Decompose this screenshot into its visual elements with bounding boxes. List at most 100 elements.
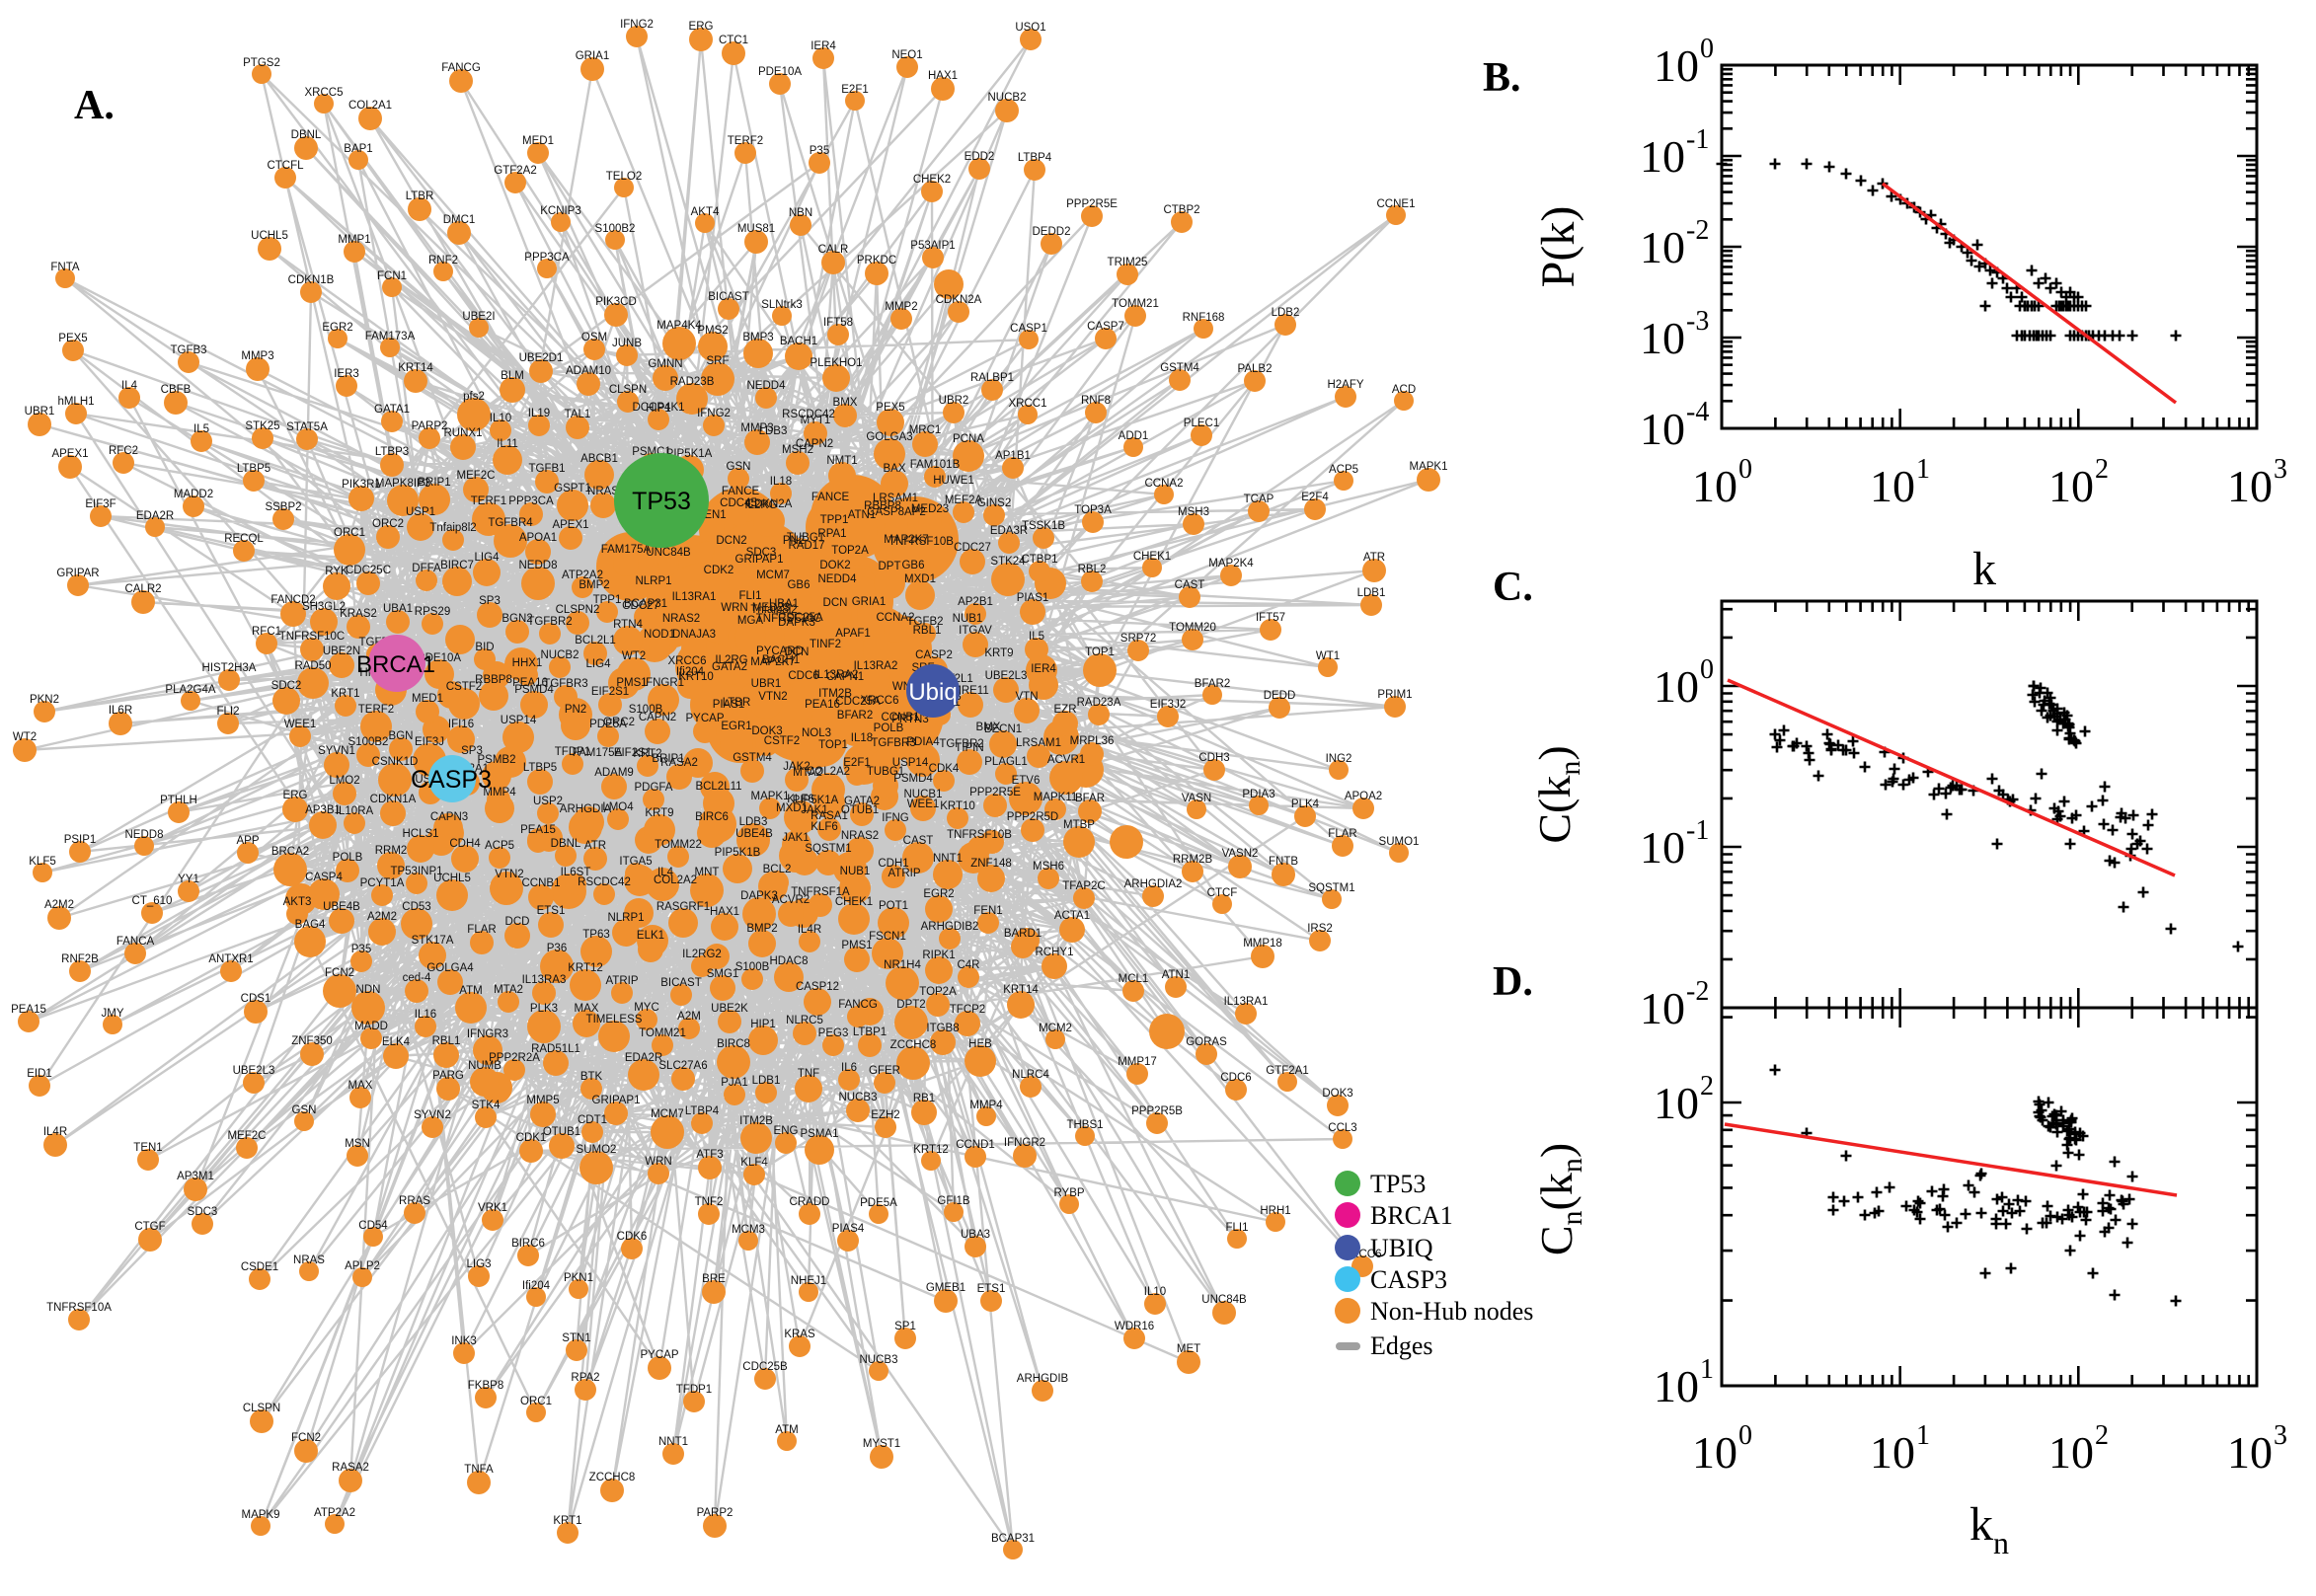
- svg-text:-1: -1: [1686, 815, 1709, 846]
- svg-text:BICAST: BICAST: [660, 977, 702, 989]
- svg-text:BACH1: BACH1: [780, 336, 817, 347]
- svg-text:MAPK11: MAPK11: [1034, 792, 1078, 803]
- svg-text:GMEB1: GMEB1: [926, 1282, 965, 1294]
- svg-text:DAPK3: DAPK3: [740, 890, 778, 902]
- svg-text:PYCAP: PYCAP: [641, 1349, 679, 1361]
- svg-text:MEF2C: MEF2C: [228, 1130, 267, 1142]
- svg-text:COL2A2: COL2A2: [654, 874, 697, 886]
- svg-text:IFT57: IFT57: [1256, 612, 1285, 624]
- svg-text:LIG3: LIG3: [467, 1258, 492, 1270]
- svg-text:DCD: DCD: [505, 916, 530, 928]
- svg-text:MMP17: MMP17: [1118, 1056, 1157, 1068]
- svg-text:UCHL5: UCHL5: [433, 873, 471, 884]
- svg-text:PLA2G4A: PLA2G4A: [165, 684, 215, 696]
- svg-text:MAP2K7: MAP2K7: [884, 534, 928, 546]
- svg-text:CCL3: CCL3: [1328, 1122, 1356, 1134]
- svg-text:BFAR: BFAR: [1075, 793, 1105, 804]
- svg-text:PDIA4: PDIA4: [906, 736, 940, 748]
- svg-text:TNFRSF10B: TNFRSF10B: [947, 829, 1012, 841]
- svg-text:NUB1: NUB1: [953, 613, 983, 625]
- svg-text:CDC25C: CDC25C: [346, 565, 391, 576]
- svg-text:NRAS2: NRAS2: [841, 830, 879, 842]
- svg-text:PCNA: PCNA: [953, 433, 984, 445]
- svg-text:MMP3: MMP3: [241, 350, 273, 362]
- svg-text:VASN2: VASN2: [1222, 848, 1259, 860]
- svg-text:FLI2: FLI2: [216, 706, 239, 718]
- svg-text:C4R: C4R: [957, 959, 979, 971]
- svg-text:RBBP8: RBBP8: [864, 500, 901, 512]
- svg-text:CDH3: CDH3: [1198, 752, 1229, 764]
- svg-text:RAD23B: RAD23B: [670, 376, 715, 388]
- svg-text:PIP5K1A: PIP5K1A: [793, 795, 839, 806]
- svg-text:ATP2A2: ATP2A2: [314, 1507, 355, 1519]
- svg-text:UBE4B: UBE4B: [323, 901, 360, 913]
- svg-text:DBNL: DBNL: [551, 838, 581, 850]
- svg-text:GSN: GSN: [727, 461, 751, 473]
- svg-text:SUMO2: SUMO2: [577, 1144, 617, 1156]
- svg-text:RASGRF1: RASGRF1: [656, 901, 710, 913]
- svg-text:LTBP4: LTBP4: [685, 1105, 720, 1117]
- svg-text:APLP2: APLP2: [345, 1260, 380, 1272]
- svg-text:LDB3: LDB3: [739, 816, 768, 828]
- svg-text:HHX1: HHX1: [512, 657, 543, 669]
- svg-text:P(k): P(k): [1532, 206, 1584, 288]
- svg-text:ARHGDIB: ARHGDIB: [1017, 1373, 1069, 1385]
- svg-text:MCM7: MCM7: [651, 1108, 684, 1120]
- svg-text:PARG: PARG: [432, 1070, 464, 1082]
- svg-text:EGR2: EGR2: [322, 322, 352, 334]
- svg-text:ORC2: ORC2: [603, 717, 635, 728]
- svg-text:IL18: IL18: [851, 732, 873, 744]
- svg-text:PDIA3: PDIA3: [1242, 789, 1274, 800]
- svg-text:RUNX1: RUNX1: [444, 427, 483, 439]
- svg-text:TNFRSF10B: TNFRSF10B: [888, 536, 954, 548]
- svg-text:CTBP2: CTBP2: [1163, 204, 1199, 216]
- svg-text:CAST: CAST: [1175, 579, 1205, 591]
- svg-text:MED23: MED23: [752, 602, 790, 614]
- svg-text:PEA16: PEA16: [805, 699, 840, 711]
- svg-text:PN2: PN2: [565, 704, 586, 716]
- svg-text:HAX1: HAX1: [710, 906, 739, 918]
- svg-text:SP3: SP3: [461, 745, 483, 757]
- svg-text:TINF2: TINF2: [810, 639, 841, 650]
- svg-text:TGFBR4: TGFBR4: [488, 517, 533, 529]
- svg-text:SRF: SRF: [707, 355, 730, 367]
- svg-text:TFDP1: TFDP1: [676, 1384, 712, 1396]
- svg-text:OSM: OSM: [581, 332, 607, 343]
- svg-text:Edges: Edges: [1370, 1331, 1433, 1360]
- svg-text:10: 10: [2227, 1427, 2273, 1478]
- svg-text:TNF2: TNF2: [695, 1196, 724, 1208]
- svg-text:MAX: MAX: [348, 1080, 373, 1092]
- svg-text:ACTA1: ACTA1: [1054, 910, 1090, 922]
- svg-text:-4: -4: [1686, 397, 1709, 427]
- svg-text:BGN: BGN: [389, 730, 414, 742]
- svg-text:NRAS2: NRAS2: [662, 613, 700, 625]
- svg-text:WDR16: WDR16: [1115, 1321, 1154, 1332]
- svg-text:TGFB1: TGFB1: [528, 463, 565, 475]
- svg-text:10: 10: [1654, 1361, 1699, 1411]
- svg-text:BRCA1: BRCA1: [356, 651, 435, 678]
- svg-text:TOMM21: TOMM21: [1112, 298, 1159, 310]
- svg-text:CCNA2: CCNA2: [877, 612, 915, 624]
- svg-text:GRIA1: GRIA1: [576, 50, 610, 62]
- svg-text:10: 10: [1640, 983, 1685, 1033]
- svg-text:-3: -3: [1686, 306, 1709, 337]
- svg-text:KRT9: KRT9: [984, 647, 1013, 659]
- svg-text:BCAP31: BCAP31: [624, 598, 667, 610]
- svg-text:CDH4: CDH4: [449, 838, 481, 850]
- svg-text:LTBR: LTBR: [406, 190, 434, 202]
- svg-text:NEDD4: NEDD4: [818, 573, 858, 585]
- svg-text:MCM3: MCM3: [732, 1224, 765, 1236]
- svg-text:CCNB1: CCNB1: [522, 877, 561, 889]
- svg-text:MAP2K4: MAP2K4: [1208, 558, 1254, 570]
- svg-text:PEA15: PEA15: [11, 1004, 46, 1016]
- svg-text:CASP3: CASP3: [411, 766, 492, 794]
- svg-text:ETS1: ETS1: [977, 1283, 1006, 1295]
- svg-text:RALBP1: RALBP1: [970, 372, 1014, 384]
- svg-text:CDK4: CDK4: [929, 763, 960, 775]
- svg-text:STK24: STK24: [990, 556, 1026, 568]
- svg-text:FCN2: FCN2: [325, 967, 354, 979]
- svg-text:PIAS1: PIAS1: [1017, 592, 1049, 604]
- svg-text:A.: A.: [74, 83, 115, 128]
- svg-text:10: 10: [2048, 461, 2094, 511]
- svg-text:ACP5: ACP5: [485, 840, 514, 852]
